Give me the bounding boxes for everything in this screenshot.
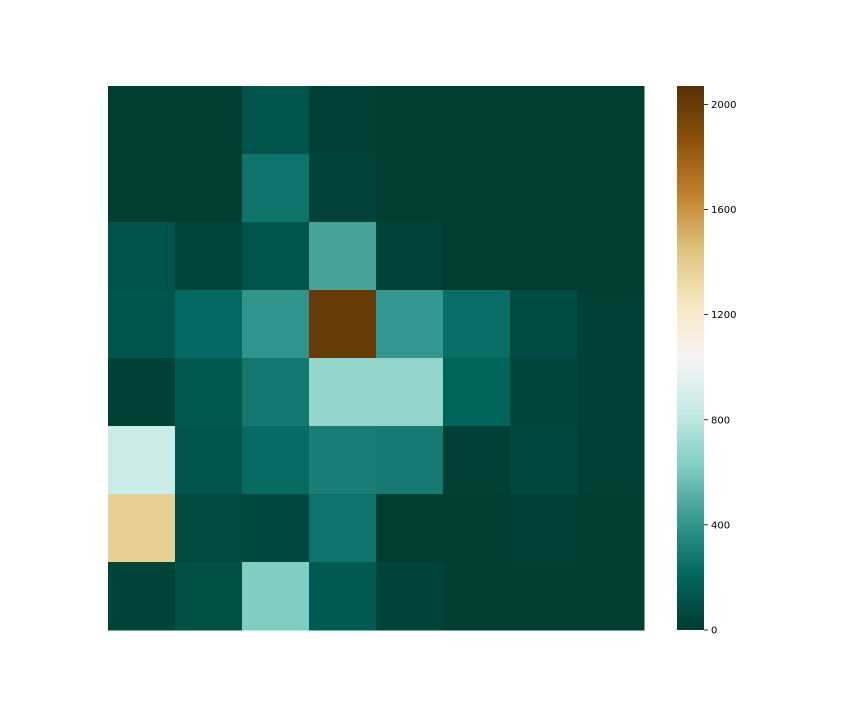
colorbar-tick-label: 800 [711,415,730,426]
colorbar-tick-label: 1600 [711,205,736,216]
heatmap-cell-r6-c4 [376,494,444,563]
heatmap-cell-r0-c5 [443,86,511,155]
heatmap-cell-r7-c7 [577,562,645,631]
heatmap-cell-r7-c3 [309,562,377,631]
heatmap-cell-r4-c4 [376,358,444,427]
heatmap-cell-r7-c1 [175,562,243,631]
heatmap-cell-r6-c7 [577,494,645,563]
heatmap-cell-r0-c0 [108,86,176,155]
heatmap-cell-r1-c6 [510,154,578,223]
heatmap-cell-r1-c7 [577,154,645,223]
heatmap-cell-r1-c2 [242,154,310,223]
heatmap-cell-r7-c4 [376,562,444,631]
heatmap-cell-r2-c2 [242,222,310,291]
heatmap-cell-r1-c1 [175,154,243,223]
heatmap-cell-r0-c3 [309,86,377,155]
heatmap-cell-r2-c7 [577,222,645,291]
heatmap-cell-r5-c1 [175,426,243,495]
colorbar-tick-label: 2000 [711,100,736,111]
heatmap-cell-r2-c3 [309,222,377,291]
heatmap-cell-r3-c1 [175,290,243,359]
heatmap-cell-r5-c2 [242,426,310,495]
heatmap-cell-r6-c1 [175,494,243,563]
heatmap-cell-r4-c6 [510,358,578,427]
heatmap-cell-r5-c4 [376,426,444,495]
colorbar-tick-label: 1200 [711,310,736,321]
colorbar-ticks: 0 400 800 1200 1600 2000 [704,100,736,637]
heatmap-cell-r2-c0 [108,222,176,291]
heatmap-cell-r4-c5 [443,358,511,427]
heatmap-cell-r6-c3 [309,494,377,563]
heatmap-cell-r4-c7 [577,358,645,427]
heatmap-cell-r7-c2 [242,562,310,631]
heatmap-cell-r7-c5 [443,562,511,631]
heatmap-cell-r4-c2 [242,358,310,427]
heatmap-cell-r0-c4 [376,86,444,155]
heatmap-cell-r1-c5 [443,154,511,223]
heatmap-cell-r4-c0 [108,358,176,427]
heatmap-cell-r5-c0 [108,426,176,495]
heatmap-cell-r3-c4 [376,290,444,359]
heatmap-cell-r5-c5 [443,426,511,495]
heatmap-cell-r6-c6 [510,494,578,563]
heatmap-cell-r3-c2 [242,290,310,359]
heatmap-cell-r3-c3 [309,290,377,359]
heatmap-cell-r1-c3 [309,154,377,223]
heatmap-cell-r4-c3 [309,358,377,427]
heatmap-cell-r3-c6 [510,290,578,359]
heatmap-cell-r2-c4 [376,222,444,291]
heatmap-cell-r3-c7 [577,290,645,359]
heatmap-cell-r2-c1 [175,222,243,291]
colorbar-tick-label: 400 [711,520,730,531]
heatmap-cell-r5-c3 [309,426,377,495]
heatmap-cell-r5-c6 [510,426,578,495]
heatmap-cell-r1-c0 [108,154,176,223]
colorbar [677,86,704,630]
heatmap-cell-r4-c1 [175,358,243,427]
colorbar-tick-label: 0 [711,626,717,637]
heatmap-cell-r2-c6 [510,222,578,291]
heatmap-cell-r2-c5 [443,222,511,291]
heatmap-cell-r0-c2 [242,86,310,155]
heatmap-cell-r6-c2 [242,494,310,563]
heatmap-cell-r0-c7 [577,86,645,155]
heatmap-cell-r6-c5 [443,494,511,563]
heatmap-cell-r6-c0 [108,494,176,563]
heatmap-cells [108,86,645,631]
heatmap-cell-r5-c7 [577,426,645,495]
heatmap-cell-r1-c4 [376,154,444,223]
heatmap-cell-r7-c0 [108,562,176,631]
heatmap-cell-r7-c6 [510,562,578,631]
heatmap-cell-r0-c6 [510,86,578,155]
heatmap-cell-r3-c5 [443,290,511,359]
heatmap-cell-r3-c0 [108,290,176,359]
heatmap-cell-r0-c1 [175,86,243,155]
